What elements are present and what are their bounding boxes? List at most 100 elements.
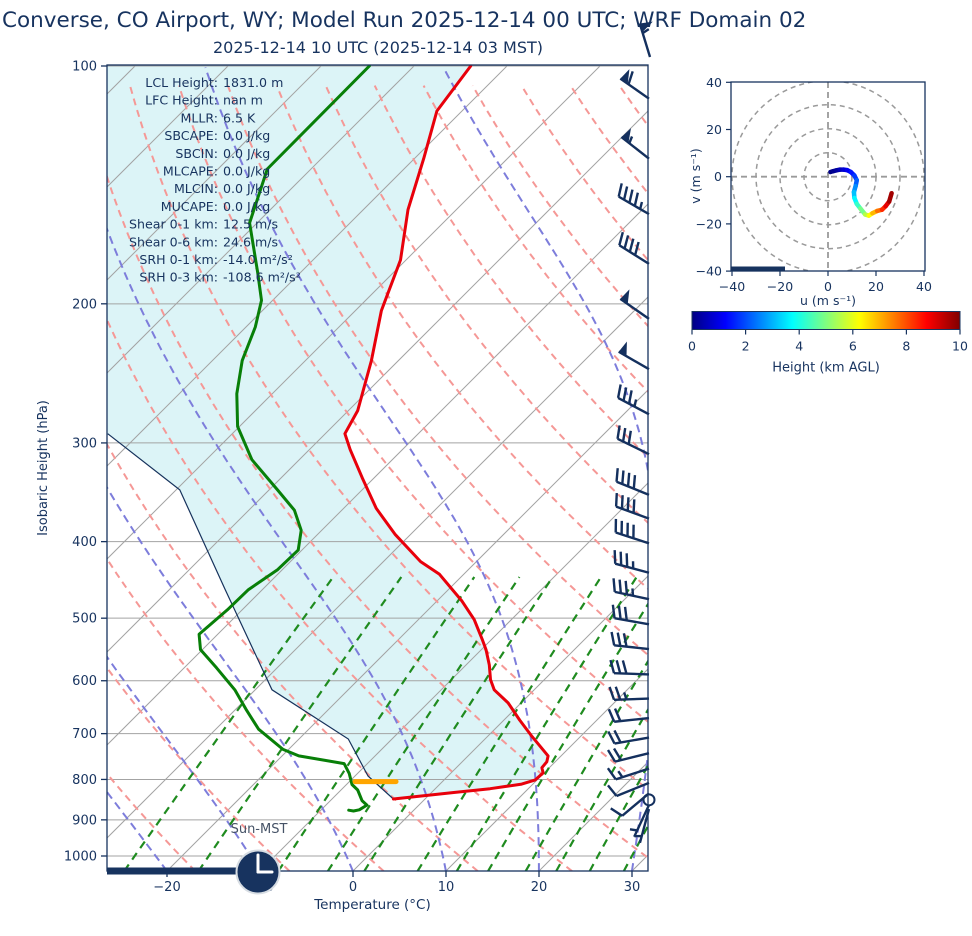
stat-label: SRH 0-1 km: <box>139 252 218 267</box>
skewt-plot-area <box>107 65 972 872</box>
wind-barb-icon <box>606 767 650 781</box>
stat-label: Shear 0-1 km: <box>129 217 218 232</box>
barb-staff <box>619 297 650 320</box>
hodo-y-tick-label: 20 <box>706 122 722 137</box>
mixing-ratio-line <box>524 659 648 871</box>
wind-barb-icon <box>608 686 650 701</box>
moist-adiabat-line <box>107 655 261 871</box>
height-colorbar: 0 2 4 6 8 10 Height (km AGL) <box>688 311 968 376</box>
stat-label: SBCAPE: <box>164 128 218 143</box>
wind-barb-icon <box>607 781 650 798</box>
barb-full-tick <box>612 578 616 592</box>
mixing-ratio-line <box>555 707 648 871</box>
x-axis-label: Temperature (°C) <box>313 897 431 913</box>
barb-full-tick <box>613 747 623 761</box>
isotherm-line <box>166 389 648 871</box>
stat-label: SBCIN: <box>175 146 218 161</box>
stat-label: Shear 0-6 km: <box>129 234 218 249</box>
dry-adiabat-line <box>226 85 648 657</box>
colorbar-label: Height (km AGL) <box>772 361 880 376</box>
colorbar-tick-label: 8 <box>902 339 910 354</box>
barb-full-tick <box>613 708 622 722</box>
hodo-y-tick-label: 0 <box>714 169 722 184</box>
barb-full-tick <box>615 468 619 482</box>
hodo-y-tick-label: −40 <box>696 264 722 279</box>
dry-adiabat-line <box>815 86 972 872</box>
isotherm-line <box>725 65 972 871</box>
mixing-ratio-line <box>662 577 822 871</box>
stat-label: MLCIN: <box>174 181 218 196</box>
barb-half-tick <box>631 588 635 596</box>
wind-barb-icon <box>613 550 650 574</box>
barb-full-tick <box>608 686 616 701</box>
isotherm-line <box>107 65 602 560</box>
barb-half-tick <box>628 136 634 144</box>
barb-pennant <box>620 289 630 305</box>
wind-barb-icon <box>620 128 650 160</box>
barb-full-tick <box>628 189 634 204</box>
stat-label: SRH 0-3 km: <box>139 270 218 285</box>
stat-label: MLLR: <box>180 110 218 125</box>
temperature-tick-label: −20 <box>153 880 180 895</box>
barb-full-tick <box>613 729 622 744</box>
barb-full-tick <box>621 660 628 674</box>
barb-full-tick <box>606 767 617 781</box>
dry-adiabat-line <box>324 85 648 525</box>
wind-barb-icon <box>618 231 650 265</box>
barb-pennant <box>621 128 631 143</box>
dry-adiabat-line <box>766 86 972 872</box>
wind-barb-icon <box>615 468 650 496</box>
figure-subtitle: 2025-12-14 10 UTC (2025-12-14 03 MST) <box>213 38 543 57</box>
wind-barb-icon <box>611 604 650 626</box>
barb-full-tick <box>622 186 629 201</box>
mixing-ratio-line <box>455 576 638 871</box>
wind-barb-icon <box>642 793 656 807</box>
mixing-ratio-line <box>197 576 403 871</box>
skewt-frame <box>106 64 649 872</box>
barb-half-tick <box>639 201 644 210</box>
hodo-y-tick-label: −20 <box>696 216 722 231</box>
dry-adiabat-line <box>107 173 648 859</box>
barb-full-tick <box>618 579 623 594</box>
barb-half-tick <box>642 28 650 35</box>
wind-barb-icon <box>614 518 650 545</box>
stat-label: MLCAPE: <box>163 164 218 179</box>
temperature-tick-label: 30 <box>624 880 641 895</box>
dry-adiabat-line <box>422 85 648 394</box>
barb-full-tick <box>633 241 640 256</box>
barb-full-tick <box>627 430 632 445</box>
hodograph-panel: −40 −20 0 20 40 40 20 0 −20 −40 u (m s⁻¹) v (m s⁻¹) <box>688 75 932 308</box>
stat-value: 1831.0 m <box>223 75 283 90</box>
stat-value: 0.0 J/kg <box>223 199 270 214</box>
dry-adiabat-line <box>520 85 648 262</box>
stat-value: -108.6 m²/s² <box>223 270 301 285</box>
colorbar-tick-label: 4 <box>795 339 803 354</box>
temperature-curve <box>343 65 550 801</box>
stat-value: 24.6 m/s <box>223 234 278 249</box>
wind-barb-icon <box>614 492 650 520</box>
wind-barb-icon <box>609 659 650 676</box>
hodo-x-tick-label: −40 <box>719 279 745 294</box>
barb-full-tick <box>626 497 630 511</box>
barb-full-tick <box>611 604 616 619</box>
stat-value: -14.0 m²/s² <box>223 252 293 267</box>
stat-value: 0.0 J/kg <box>223 128 270 143</box>
barb-full-tick <box>617 605 622 620</box>
wind-barb-icon <box>616 425 650 456</box>
barb-full-tick <box>618 231 624 246</box>
hodograph-trace-segment <box>886 190 894 204</box>
barb-full-tick <box>616 425 621 440</box>
hodo-x-tick-label: −20 <box>767 279 793 294</box>
barb-full-tick <box>609 659 616 674</box>
wind-barb-icon <box>638 21 653 58</box>
barb-full-tick <box>623 606 628 621</box>
barb-full-tick <box>610 631 616 646</box>
temperature-tick-label: 20 <box>531 880 548 895</box>
barb-full-tick <box>627 390 633 404</box>
pressure-tick-label: 900 <box>72 813 97 828</box>
isotherm-line <box>538 761 648 871</box>
barb-full-tick <box>622 633 628 647</box>
isotherm-line <box>107 65 323 281</box>
wind-barb-icon <box>618 341 650 371</box>
calm-wind-icon <box>642 793 656 807</box>
